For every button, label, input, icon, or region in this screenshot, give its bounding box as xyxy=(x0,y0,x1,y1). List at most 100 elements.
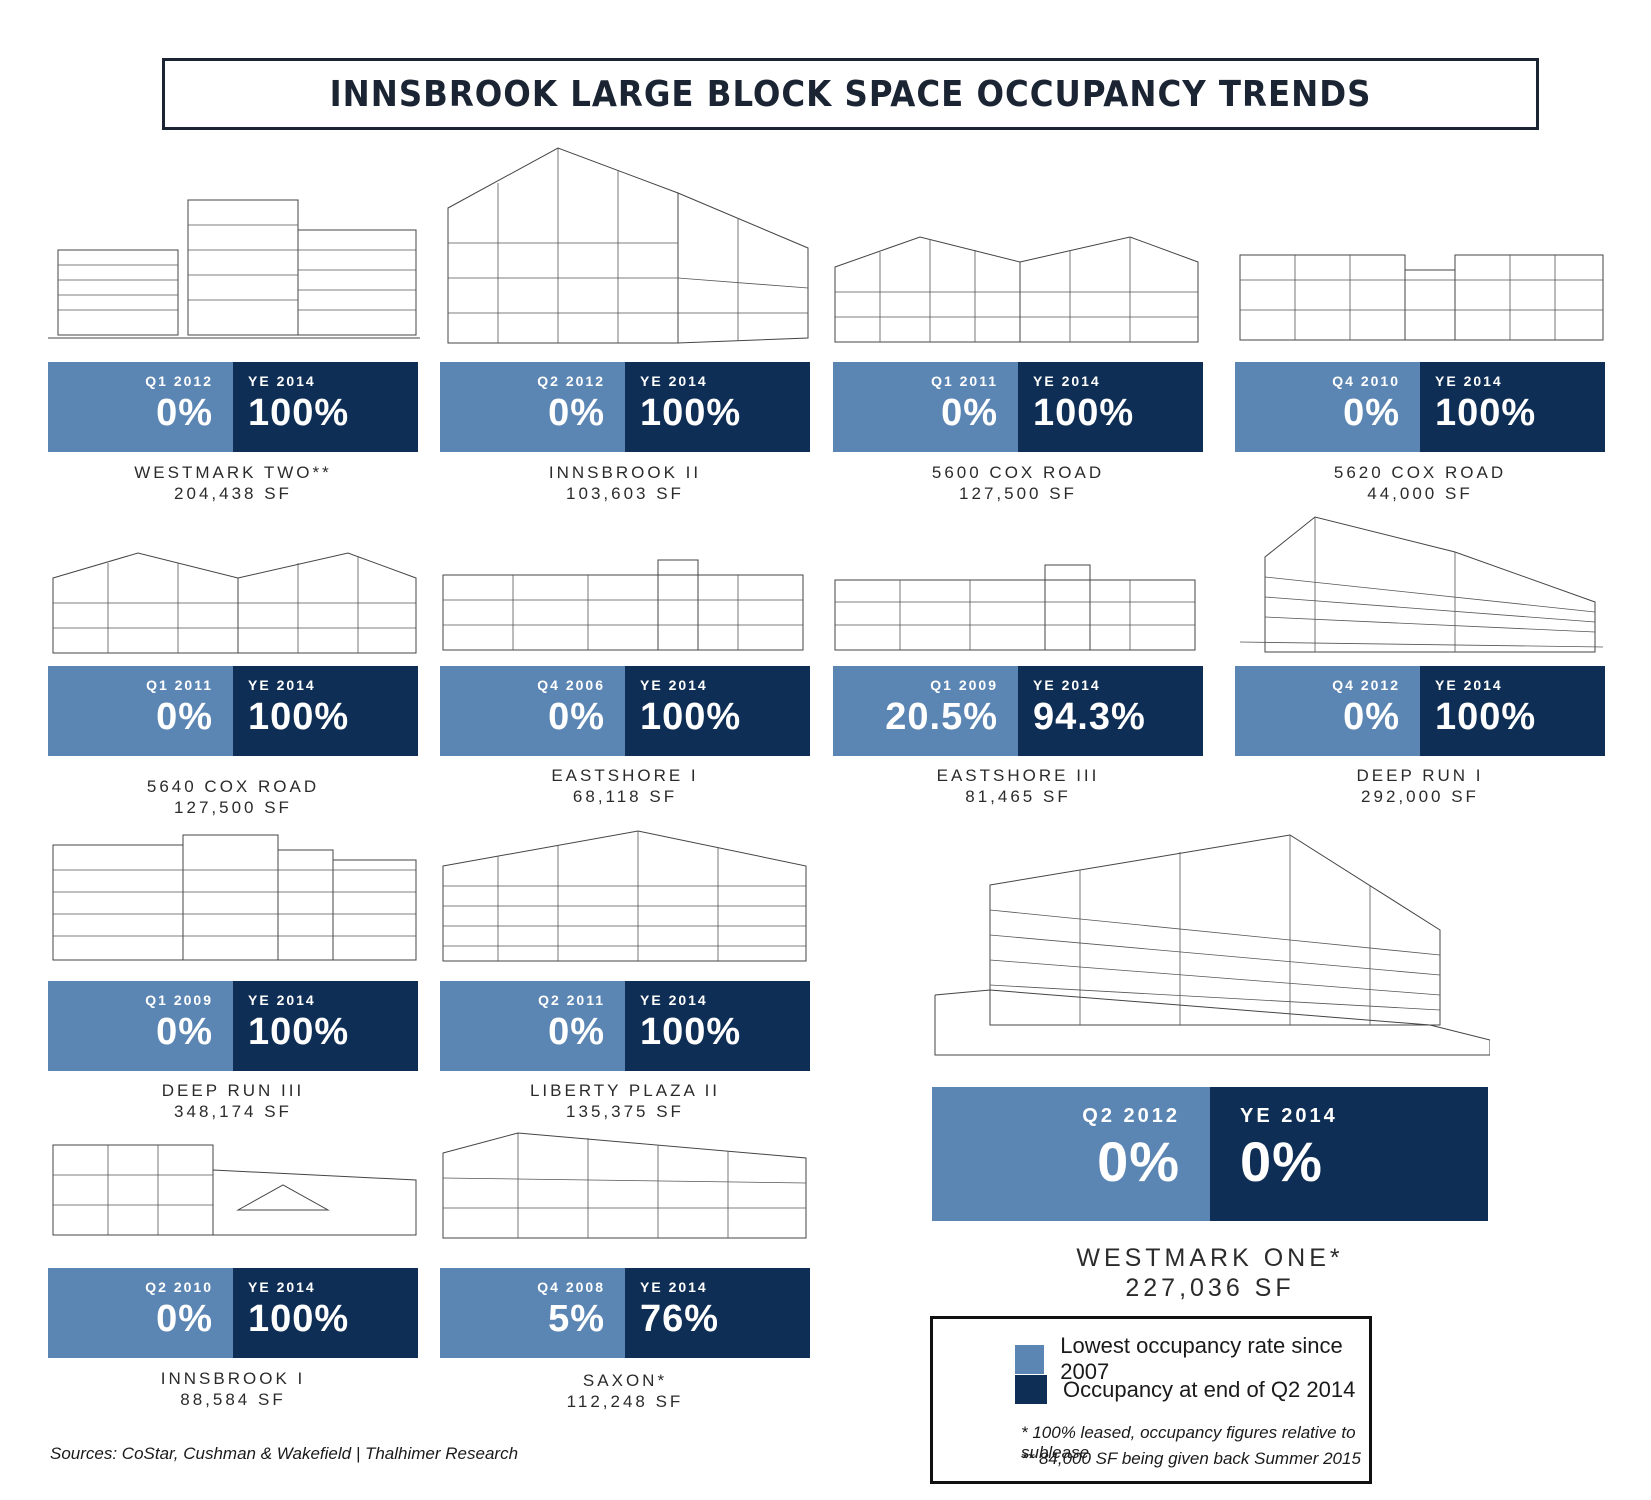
current-value: 100% xyxy=(1435,392,1537,434)
occupancy-bar-5600-cox-road: Q1 2011 0% YE 2014 100% xyxy=(833,362,1203,452)
low-value: 0% xyxy=(156,696,213,738)
occupancy-bar-innsbrook-i: Q2 2010 0% YE 2014 100% xyxy=(48,1268,418,1358)
current-occupancy-cell: YE 2014 100% xyxy=(233,981,418,1071)
building-size: 227,036 SF xyxy=(1125,1274,1295,1302)
legend-swatch-current xyxy=(1015,1375,1047,1404)
low-value: 0% xyxy=(156,1298,213,1340)
low-value: 0% xyxy=(548,696,605,738)
building-name: INNSBROOK I xyxy=(160,1369,306,1388)
legend-label-current: Occupancy at end of Q2 2014 xyxy=(1063,1376,1356,1402)
building-size: 348,174 SF xyxy=(174,1102,292,1121)
caption-5600-cox-road: 5600 COX ROAD 127,500 SF xyxy=(833,462,1203,504)
current-value: 100% xyxy=(248,392,350,434)
building-illustration-westmark-two xyxy=(48,180,420,340)
lowest-occupancy-cell: Q1 2009 0% xyxy=(48,981,233,1071)
current-occupancy-cell: YE 2014 100% xyxy=(625,981,810,1071)
current-occupancy-cell: YE 2014 100% xyxy=(1420,666,1605,756)
building-illustration-westmark-one xyxy=(930,830,1490,1060)
building-name: SAXON* xyxy=(582,1371,668,1390)
occupancy-bar-deep-run-i: Q4 2012 0% YE 2014 100% xyxy=(1235,666,1605,756)
lowest-occupancy-cell: Q4 2010 0% xyxy=(1235,362,1420,452)
current-period: YE 2014 xyxy=(640,373,708,389)
legend: Lowest occupancy rate since 2007 Occupan… xyxy=(930,1316,1372,1484)
current-period: YE 2014 xyxy=(1033,677,1101,693)
current-value: 100% xyxy=(640,696,742,738)
caption-eastshore-iii: EASTSHORE III 81,465 SF xyxy=(833,765,1203,807)
caption-innsbrook-ii: INNSBROOK II 103,603 SF xyxy=(440,462,810,504)
current-occupancy-cell: YE 2014 100% xyxy=(1420,362,1605,452)
lowest-occupancy-cell: Q4 2008 5% xyxy=(440,1268,625,1358)
current-occupancy-cell: YE 2014 100% xyxy=(625,362,810,452)
current-period: YE 2014 xyxy=(248,1279,316,1295)
occupancy-bar-5640-cox-road: Q1 2011 0% YE 2014 100% xyxy=(48,666,418,756)
caption-westmark-two: WESTMARK TWO** 204,438 SF xyxy=(48,462,418,504)
building-illustration-liberty-plaza-ii xyxy=(438,826,810,966)
building-name: 5620 COX ROAD xyxy=(1333,463,1507,482)
low-period: Q1 2011 xyxy=(931,373,998,389)
current-occupancy-cell: YE 2014 0% xyxy=(1210,1087,1488,1221)
building-name: EASTSHORE III xyxy=(936,766,1100,785)
low-period: Q2 2012 xyxy=(1082,1105,1180,1127)
lowest-occupancy-cell: Q1 2011 0% xyxy=(833,362,1018,452)
lowest-occupancy-cell: Q1 2009 20.5% xyxy=(833,666,1018,756)
building-size: 135,375 SF xyxy=(566,1102,684,1121)
current-period: YE 2014 xyxy=(640,1279,708,1295)
occupancy-bar-eastshore-iii: Q1 2009 20.5% YE 2014 94.3% xyxy=(833,666,1203,756)
low-value: 0% xyxy=(548,392,605,434)
building-size: 81,465 SF xyxy=(965,787,1071,806)
current-period: YE 2014 xyxy=(248,373,316,389)
current-value: 100% xyxy=(248,1298,350,1340)
building-size: 88,584 SF xyxy=(180,1390,286,1409)
building-size: 68,118 SF xyxy=(572,787,678,806)
building-illustration-saxon xyxy=(438,1128,810,1243)
caption-eastshore-i: EASTSHORE I 68,118 SF xyxy=(440,765,810,807)
low-value: 0% xyxy=(1343,392,1400,434)
lowest-occupancy-cell: Q1 2012 0% xyxy=(48,362,233,452)
current-period: YE 2014 xyxy=(640,677,708,693)
building-size: 292,000 SF xyxy=(1361,787,1479,806)
building-size: 103,603 SF xyxy=(566,484,684,503)
building-name: EASTSHORE I xyxy=(551,766,699,785)
title-box: INNSBROOK LARGE BLOCK SPACE OCCUPANCY TR… xyxy=(162,58,1539,130)
caption-liberty-plaza-ii: LIBERTY PLAZA II 135,375 SF xyxy=(440,1080,810,1122)
low-value: 0% xyxy=(156,1011,213,1053)
caption-5620-cox-road: 5620 COX ROAD 44,000 SF xyxy=(1235,462,1605,504)
occupancy-bar-innsbrook-ii: Q2 2012 0% YE 2014 100% xyxy=(440,362,810,452)
building-name: WESTMARK TWO** xyxy=(134,463,332,482)
caption-innsbrook-i: INNSBROOK I 88,584 SF xyxy=(48,1368,418,1410)
low-value: 0% xyxy=(548,1011,605,1053)
low-period: Q4 2008 xyxy=(537,1279,605,1295)
building-size: 112,248 SF xyxy=(566,1392,684,1411)
low-period: Q2 2012 xyxy=(537,373,605,389)
building-size: 44,000 SF xyxy=(1367,484,1473,503)
low-value: 0% xyxy=(1097,1130,1180,1193)
current-occupancy-cell: YE 2014 100% xyxy=(625,666,810,756)
current-value: 100% xyxy=(640,392,742,434)
current-period: YE 2014 xyxy=(1435,373,1503,389)
legend-label-lowest: Lowest occupancy rate since 2007 xyxy=(1060,1333,1343,1384)
building-illustration-5620-cox-road xyxy=(1235,240,1607,345)
current-value: 100% xyxy=(1033,392,1135,434)
building-size: 127,500 SF xyxy=(174,798,292,817)
building-name: INNSBROOK II xyxy=(548,463,702,482)
caption-westmark-one: WESTMARK ONE* 227,036 SF xyxy=(932,1243,1488,1303)
building-name: DEEP RUN III xyxy=(161,1081,305,1100)
lowest-occupancy-cell: Q1 2011 0% xyxy=(48,666,233,756)
page-title: INNSBROOK LARGE BLOCK SPACE OCCUPANCY TR… xyxy=(329,73,1372,115)
low-period: Q4 2012 xyxy=(1332,677,1400,693)
low-value: 0% xyxy=(156,392,213,434)
lowest-occupancy-cell: Q2 2012 0% xyxy=(440,362,625,452)
current-occupancy-cell: YE 2014 76% xyxy=(625,1268,810,1358)
low-period: Q4 2006 xyxy=(537,677,605,693)
low-period: Q2 2011 xyxy=(538,992,605,1008)
building-name: LIBERTY PLAZA II xyxy=(529,1081,721,1100)
current-occupancy-cell: YE 2014 100% xyxy=(233,666,418,756)
building-illustration-deep-run-iii xyxy=(48,830,420,965)
caption-deep-run-iii: DEEP RUN III 348,174 SF xyxy=(48,1080,418,1122)
low-period: Q1 2011 xyxy=(146,677,213,693)
legend-item-current: Occupancy at end of Q2 2014 xyxy=(1015,1375,1355,1404)
current-value: 100% xyxy=(248,1011,350,1053)
low-period: Q4 2010 xyxy=(1332,373,1400,389)
low-period: Q2 2010 xyxy=(145,1279,213,1295)
current-value: 94.3% xyxy=(1033,696,1146,738)
